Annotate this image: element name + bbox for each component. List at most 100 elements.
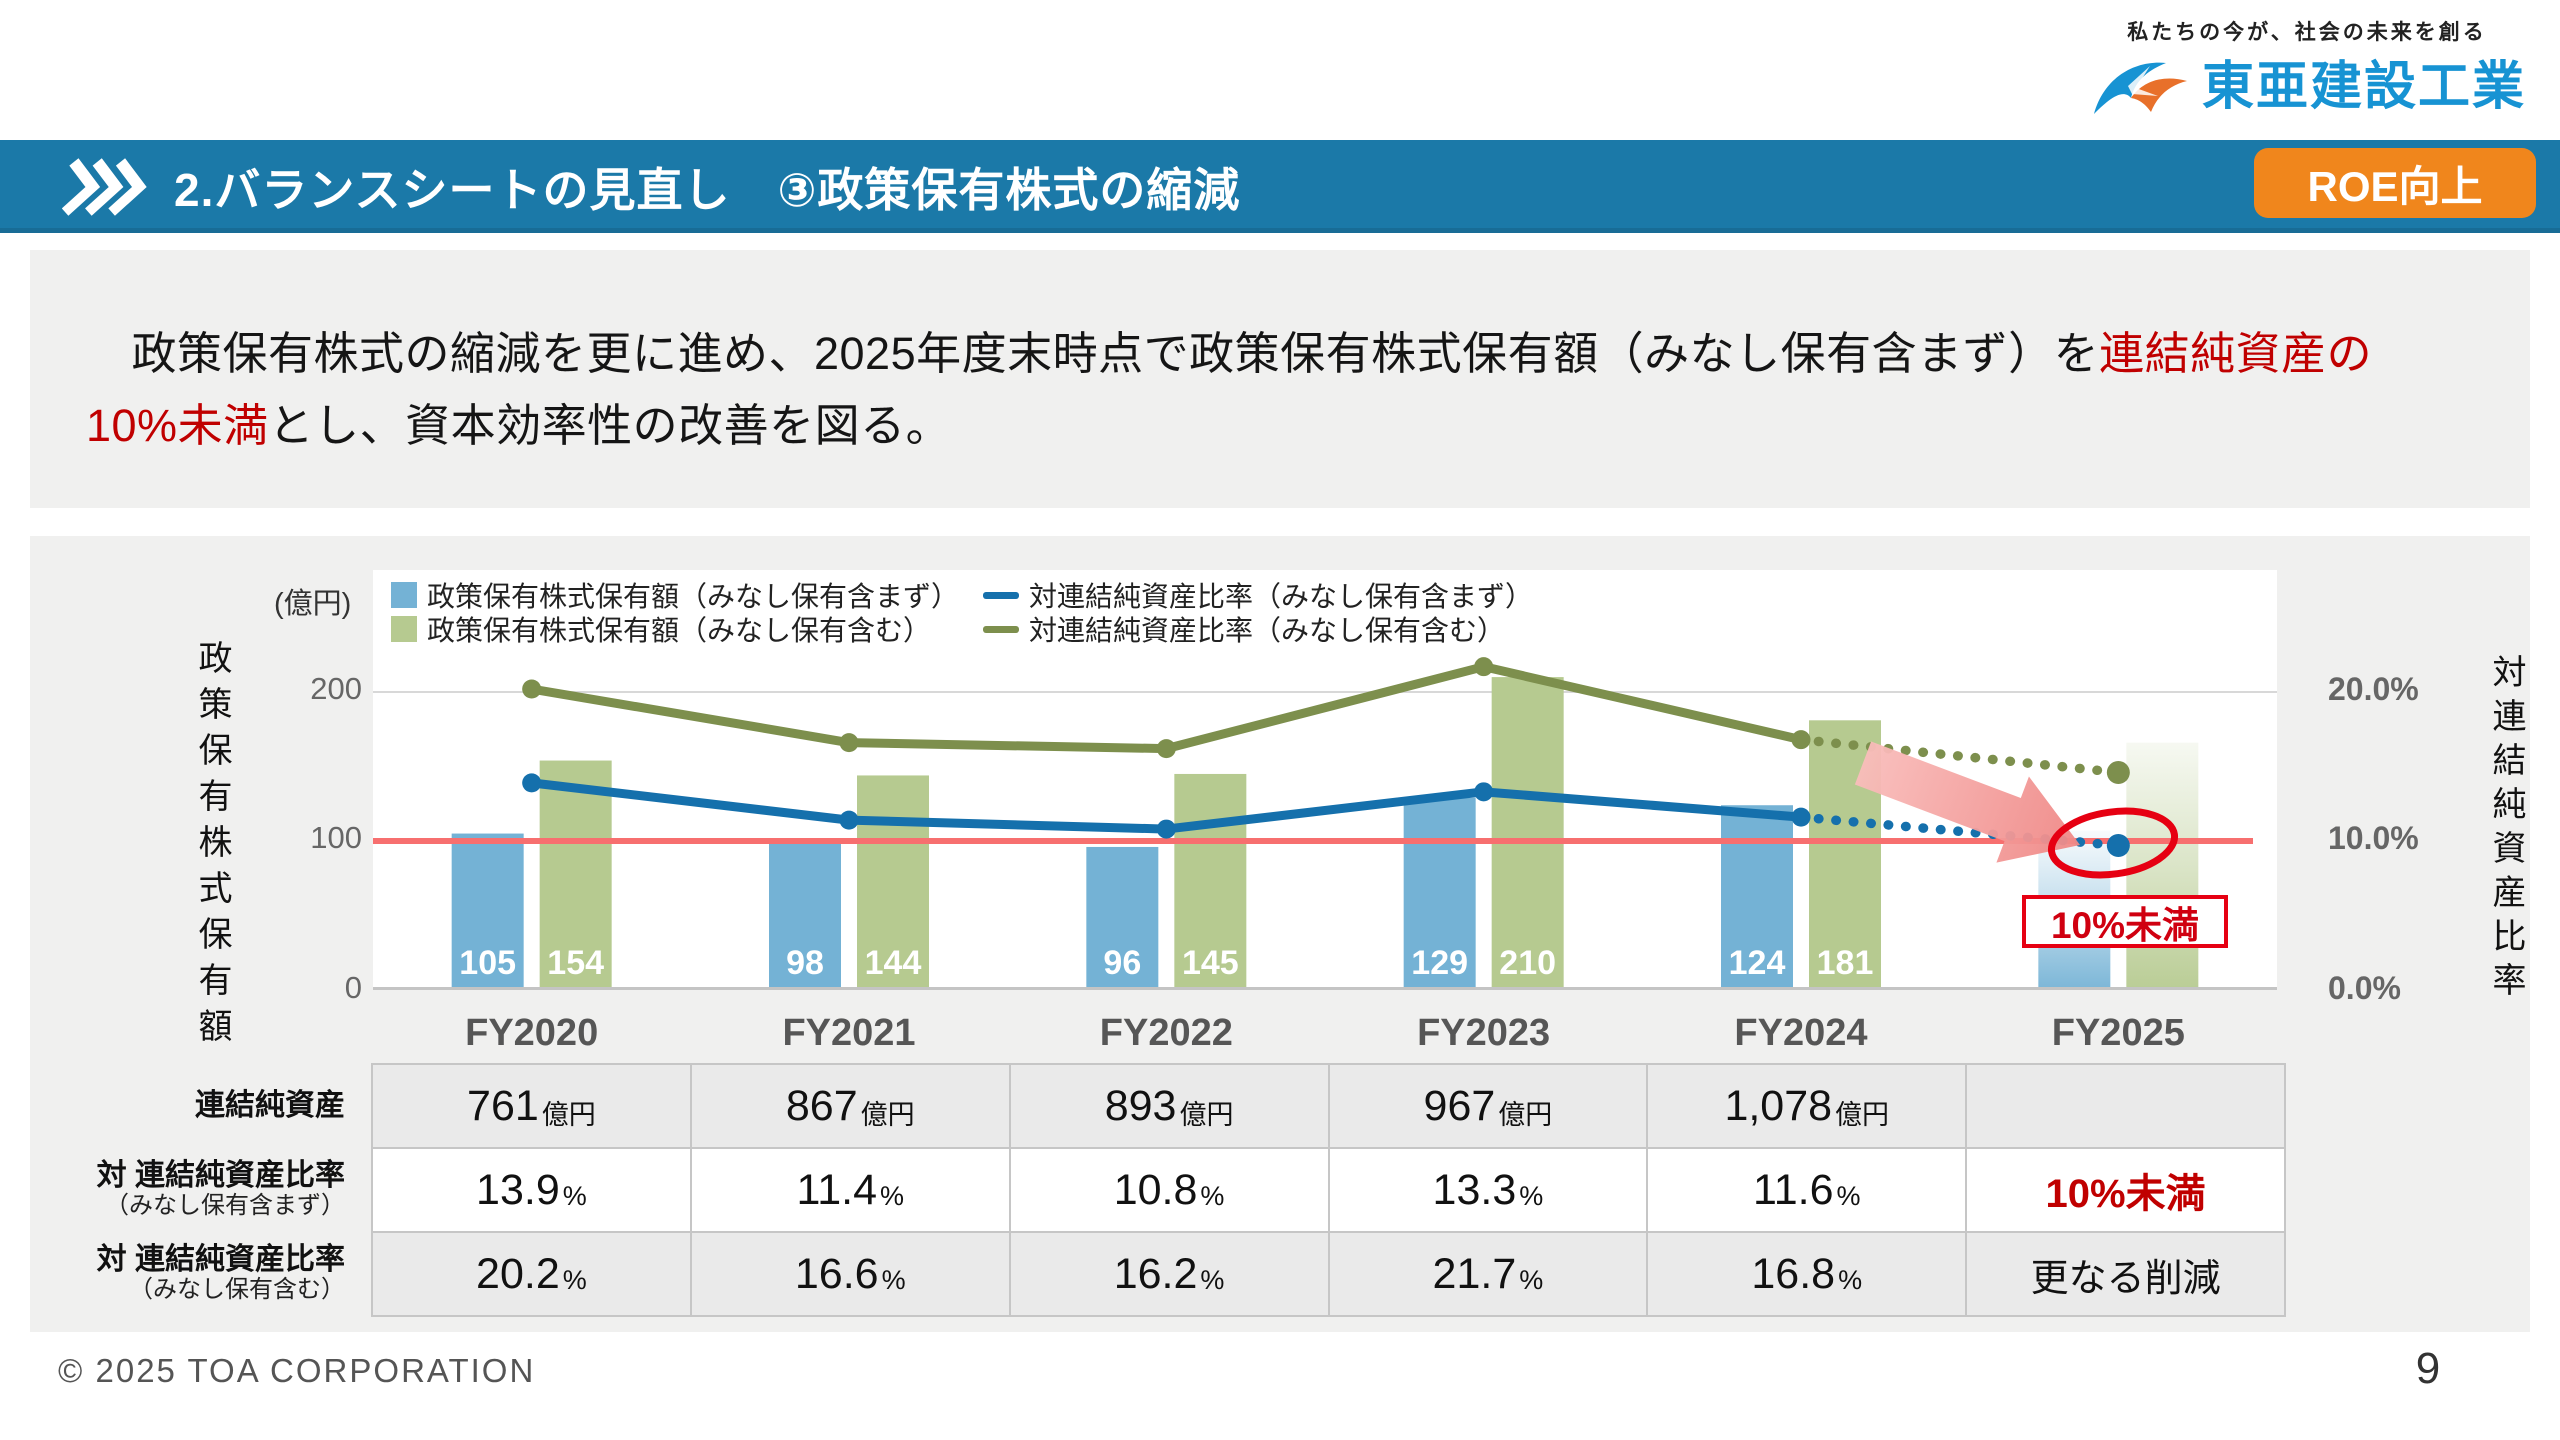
left-tick-label: 200 xyxy=(310,671,362,706)
line-marker xyxy=(1156,739,1176,759)
right-tick-label: 20.0% xyxy=(2328,671,2419,707)
cell-unit: % xyxy=(562,1264,587,1295)
bar-value-label: 181 xyxy=(1817,944,1874,982)
bar-value-label: 129 xyxy=(1411,944,1468,982)
x-axis-label: FY2022 xyxy=(1099,1012,1233,1054)
highlight-circle-icon xyxy=(2047,807,2179,879)
right-tick-label: 10.0% xyxy=(2328,820,2419,856)
line-marker xyxy=(522,773,542,793)
row-header-sub: （みなし保有含まず） xyxy=(105,1191,345,1219)
table-cell: 更なる削減 xyxy=(1967,1233,2286,1317)
lead-segment: とし、資本効率性の改善を図る。 xyxy=(268,400,952,451)
cell-value: 11.6 xyxy=(1752,1165,1834,1214)
target-callout: 10%未満 xyxy=(2022,895,2228,948)
cell-unit: 億円 xyxy=(1835,1099,1890,1130)
line-marker xyxy=(1474,657,1494,677)
left-axis-ticks: 200 100 0 xyxy=(30,570,362,1005)
line-marker xyxy=(839,733,859,753)
cell-unit: % xyxy=(1836,1180,1861,1211)
table-row-header: 対 連結純資産比率 （みなし保有含まず） xyxy=(44,1147,361,1231)
row-header-main: 対 連結純資産比率 xyxy=(96,1242,345,1276)
table-cell: 21.7% xyxy=(1329,1233,1649,1317)
table-cell: 893 億円 xyxy=(1010,1065,1330,1149)
bar xyxy=(539,760,612,990)
table-cell: 10.8% xyxy=(1010,1149,1330,1233)
table-cell: 13.9% xyxy=(373,1149,692,1233)
table-row-header: 対 連結純資産比率 （みなし保有含む） xyxy=(44,1231,361,1315)
ratio-line xyxy=(530,662,1803,754)
cell-value: 13.3 xyxy=(1432,1165,1517,1214)
table-cell: 11.6% xyxy=(1648,1149,1968,1233)
lead-panel: 政策保有株式の縮減を更に進め、2025年度末時点で政策保有株式保有額（みなし保有… xyxy=(30,250,2530,508)
bar-value-label: 96 xyxy=(1103,944,1141,982)
line-marker xyxy=(839,810,859,830)
cell-unit: % xyxy=(1519,1264,1544,1295)
lead-segment: 政策保有株式の縮減を更に進め、2025年度末時点で政策保有株式保有額（みなし保有… xyxy=(86,328,2100,379)
bar xyxy=(769,843,841,990)
lead-highlight: 10%未満 xyxy=(86,400,269,451)
legend-line-series: 対連結純資産比率（みなし保有含まず） 対連結純資産比率（みなし保有含む） xyxy=(983,578,1533,646)
plot-panel: 政策保有株式保有額（みなし保有含まず） 政策保有株式保有額（みなし保有含む） 対連… xyxy=(373,570,2277,990)
bar-value-label: 144 xyxy=(865,944,922,982)
legend-item: 対連結純資産比率（みなし保有含まず） xyxy=(983,578,1533,612)
bar xyxy=(1086,846,1159,990)
trend-arrow xyxy=(1854,741,2081,863)
table-cell: 16.8% xyxy=(1648,1233,1968,1317)
table-cell: 16.2% xyxy=(1010,1233,1330,1317)
table-cell: 761 億円 xyxy=(373,1065,692,1149)
unit-label: (億円) xyxy=(274,588,352,620)
legend-swatch-icon xyxy=(391,582,417,608)
legend-bar-series: 政策保有株式保有額（みなし保有含まず） 政策保有株式保有額（みなし保有含む） xyxy=(391,578,959,646)
page-title: 2.バランスシートの見直し ③政策保有株式の縮減 xyxy=(174,163,1241,216)
table-cell: 867 億円 xyxy=(691,1065,1011,1149)
company-logo: 私たちの今が、社会の未来を創る 東亜建設工業 xyxy=(2088,16,2526,122)
left-axis-title: 政策保有株式保有額 xyxy=(193,640,231,1054)
legend-line-icon xyxy=(983,591,1019,599)
bar xyxy=(1491,677,1564,990)
cell-value: 16.6 xyxy=(794,1249,879,1298)
table-cell: 10%未満 xyxy=(1967,1149,2286,1233)
cell-unit: 億円 xyxy=(860,1099,915,1130)
projected-marker xyxy=(2106,760,2130,784)
legend-item: 対連結純資産比率（みなし保有含む） xyxy=(983,612,1533,646)
legend-label: 対連結純資産比率（みなし保有含む） xyxy=(1029,615,1506,646)
cell-value: 967 xyxy=(1423,1081,1496,1130)
left-tick-label: 100 xyxy=(310,820,362,855)
cell-unit: % xyxy=(1200,1264,1225,1295)
bar-value-label: 98 xyxy=(786,944,824,982)
legend-swatch-icon xyxy=(391,616,417,642)
table-cell: 11.4% xyxy=(691,1149,1011,1233)
table-cell: 20.2% xyxy=(373,1233,692,1317)
projected-marker xyxy=(2106,833,2130,857)
cell-unit: % xyxy=(1519,1180,1544,1211)
bar-value-label: 145 xyxy=(1182,944,1239,982)
x-axis-label: FY2023 xyxy=(1417,1012,1551,1054)
right-axis-title: 対連結純資産比率 xyxy=(2487,654,2525,1006)
bar-value-label: 124 xyxy=(1729,944,1786,982)
right-tick-label: 0.0% xyxy=(2328,970,2401,1006)
left-tick-label: 0 xyxy=(344,970,362,1005)
bar xyxy=(451,833,524,990)
cell-unit: 億円 xyxy=(541,1099,596,1130)
company-name: 東亜建設工業 xyxy=(2201,58,2526,116)
bar-value-label: 154 xyxy=(547,944,604,982)
line-marker xyxy=(1474,782,1494,802)
data-table: 761 億円 867 億円 893 億円 967 億円 1,078 億円 13.9% 11.4% 10.… xyxy=(371,1063,2286,1317)
note-cell-text: 更なる削減 xyxy=(2030,1257,2221,1300)
cell-value: 16.2 xyxy=(1113,1249,1198,1298)
line-marker xyxy=(1156,819,1176,839)
table-cell: 13.3% xyxy=(1329,1149,1649,1233)
line-marker xyxy=(522,679,542,699)
cell-value: 1,078 xyxy=(1724,1081,1833,1130)
logo-bird-icon xyxy=(2093,62,2187,114)
cell-value: 20.2 xyxy=(476,1249,560,1298)
cell-unit: 億円 xyxy=(1498,1099,1553,1130)
x-axis-label: FY2024 xyxy=(1734,1012,1868,1054)
x-axis-labels: FY2020 FY2021 FY2022 FY2023 FY2024 FY2025 xyxy=(373,1012,2277,1055)
bar-value-label: 105 xyxy=(459,944,516,982)
table-row-headers: 連結純資産対 連結純資産比率 （みなし保有含まず）対 連結純資産比率 （みなし保有含… xyxy=(44,1063,361,1315)
copyright: © 2025 TOA CORPORATION xyxy=(58,1352,536,1389)
bar-value-label: 210 xyxy=(1499,944,1556,982)
cell-unit: % xyxy=(1838,1264,1863,1295)
